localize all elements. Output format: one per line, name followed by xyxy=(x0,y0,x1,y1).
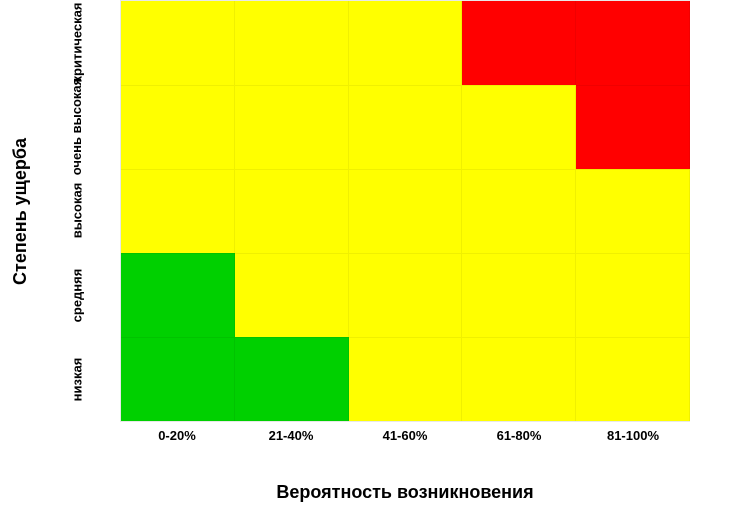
x-tick-label: 41-60% xyxy=(383,428,428,443)
heatmap-cell xyxy=(235,169,349,253)
y-tick: низкая xyxy=(40,338,114,422)
heatmap-row xyxy=(121,85,690,169)
heatmap-cell xyxy=(235,1,349,85)
heatmap-cell xyxy=(121,169,235,253)
x-tick: 0-20% xyxy=(120,422,234,462)
heatmap-cell xyxy=(349,253,463,337)
heatmap-row xyxy=(121,169,690,253)
heatmap-cell xyxy=(121,1,235,85)
x-axis-title: Вероятность возникновения xyxy=(120,472,690,512)
heatmap-row xyxy=(121,1,690,85)
y-tick: критическая xyxy=(40,0,114,84)
heatmap-cell xyxy=(235,337,349,421)
heatmap-cell xyxy=(235,85,349,169)
heatmap-cell xyxy=(576,1,690,85)
x-tick-label: 81-100% xyxy=(607,428,659,443)
x-tick: 61-80% xyxy=(462,422,576,462)
y-tick: очень высокая xyxy=(40,84,114,168)
x-tick-label: 21-40% xyxy=(269,428,314,443)
heatmap-row xyxy=(121,337,690,421)
heatmap-cell xyxy=(576,337,690,421)
y-tick-label: очень высокая xyxy=(70,78,85,175)
heatmap-cell xyxy=(349,1,463,85)
heatmap-cell xyxy=(462,253,576,337)
x-tick-label: 61-80% xyxy=(497,428,542,443)
y-axis-ticks: критическая очень высокая высокая средня… xyxy=(40,0,120,422)
x-axis-ticks: 0-20% 21-40% 41-60% 61-80% 81-100% xyxy=(120,422,690,462)
x-tick: 81-100% xyxy=(576,422,690,462)
y-tick-label: высокая xyxy=(70,183,85,239)
y-tick: высокая xyxy=(40,169,114,253)
x-tick: 21-40% xyxy=(234,422,348,462)
y-tick-label: критическая xyxy=(70,2,85,82)
heatmap-cell xyxy=(462,85,576,169)
heatmap-cell xyxy=(121,253,235,337)
x-axis-title-text: Вероятность возникновения xyxy=(276,482,533,503)
heatmap-grid xyxy=(120,0,690,422)
heatmap-cell xyxy=(462,169,576,253)
heatmap-cell xyxy=(576,169,690,253)
heatmap-cell xyxy=(121,85,235,169)
heatmap-cell xyxy=(462,1,576,85)
y-tick: средняя xyxy=(40,253,114,337)
risk-matrix-chart: Степень ущерба критическая очень высокая… xyxy=(0,0,730,512)
heatmap-cell xyxy=(349,85,463,169)
x-tick: 41-60% xyxy=(348,422,462,462)
heatmap-cell xyxy=(349,169,463,253)
y-tick-label: низкая xyxy=(69,358,84,402)
heatmap-cell xyxy=(576,253,690,337)
heatmap-cell xyxy=(462,337,576,421)
heatmap-cell xyxy=(349,337,463,421)
heatmap-cell xyxy=(235,253,349,337)
heatmap-cell xyxy=(121,337,235,421)
y-axis-title-text: Степень ущерба xyxy=(10,138,31,285)
y-tick-label: средняя xyxy=(70,269,85,323)
heatmap-row xyxy=(121,253,690,337)
heatmap-cell xyxy=(576,85,690,169)
x-tick-label: 0-20% xyxy=(158,428,196,443)
y-axis-title: Степень ущерба xyxy=(0,0,40,422)
